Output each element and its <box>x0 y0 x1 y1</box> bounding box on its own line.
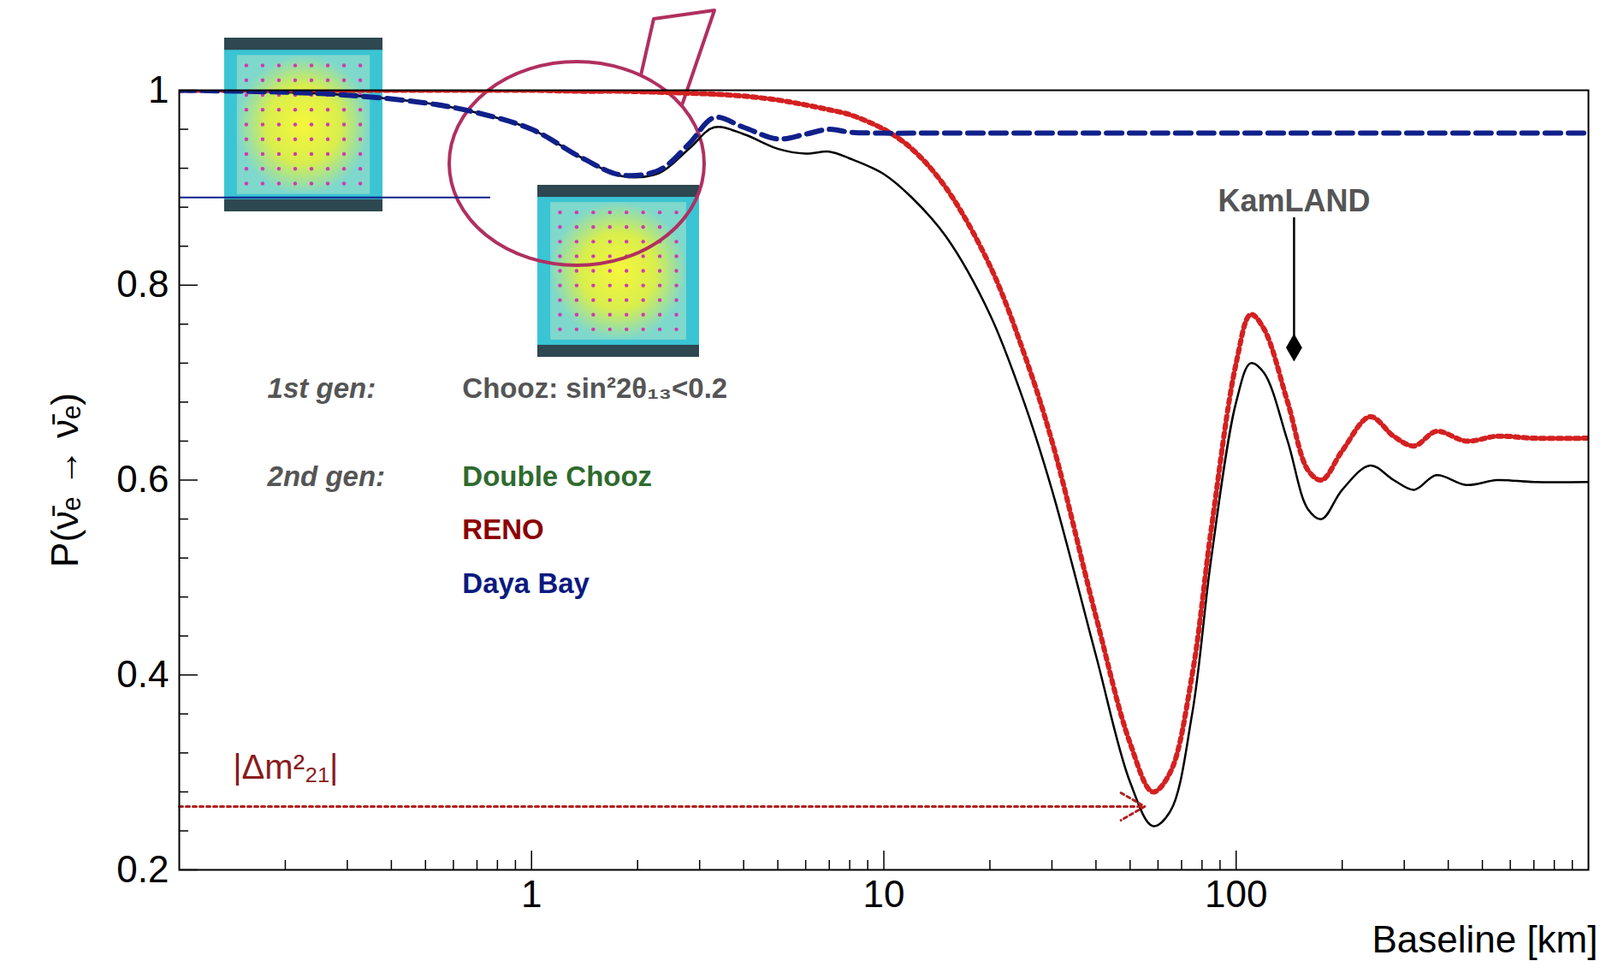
svg-text:0.4: 0.4 <box>116 652 169 695</box>
svg-text:0.8: 0.8 <box>116 262 169 305</box>
svg-text:1st gen:: 1st gen: <box>267 372 377 404</box>
svg-text:Baseline [km]: Baseline [km] <box>1371 918 1598 960</box>
svg-text:RENO: RENO <box>462 513 544 546</box>
svg-text:|Δm²₂₁|: |Δm²₂₁| <box>232 747 338 786</box>
svg-text:10: 10 <box>863 872 906 915</box>
svg-text:1: 1 <box>148 68 169 111</box>
svg-text:1: 1 <box>521 872 542 915</box>
svg-text:0.2: 0.2 <box>116 847 169 890</box>
svg-text:2nd gen:: 2nd gen: <box>266 460 386 492</box>
svg-text:Daya Bay: Daya Bay <box>462 567 590 599</box>
svg-text:P(ν̄ₑ → ν̄ₑ): P(ν̄ₑ → ν̄ₑ) <box>43 392 86 568</box>
svg-text:KamLAND: KamLAND <box>1217 183 1370 219</box>
svg-text:0.6: 0.6 <box>116 457 169 500</box>
svg-text:Chooz: sin²2θ₁₃<0.2: Chooz: sin²2θ₁₃<0.2 <box>462 372 728 404</box>
svg-text:Double Chooz: Double Chooz <box>462 460 652 492</box>
svg-text:100: 100 <box>1204 872 1268 915</box>
